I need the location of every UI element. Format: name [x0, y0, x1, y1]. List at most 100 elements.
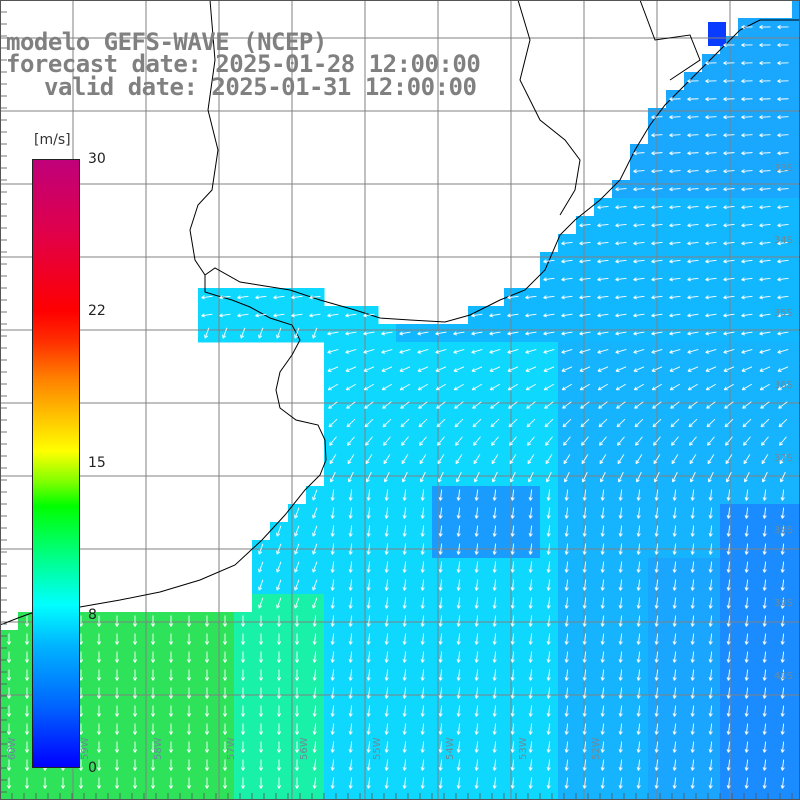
wind-cell: [792, 0, 800, 19]
wind-cell: [792, 450, 800, 469]
wind-cell: [576, 792, 595, 800]
wind-cell: [792, 18, 800, 37]
wind-cell: [792, 738, 800, 757]
wind-cell: [558, 792, 577, 800]
wind-cell: [180, 792, 199, 800]
wind-cell: [468, 792, 487, 800]
wind-cell: [792, 342, 800, 361]
wind-cell: [792, 432, 800, 451]
lon-label: 52W: [591, 737, 602, 760]
wind-cell: [792, 216, 800, 235]
wind-cell: [738, 792, 757, 800]
wind-cell: [792, 252, 800, 271]
wind-cell: [792, 684, 800, 703]
wind-cell: [792, 756, 800, 775]
wind-cell: [378, 792, 397, 800]
wind-cell: [792, 54, 800, 73]
wind-cell: [36, 792, 55, 800]
wind-cell: [720, 792, 739, 800]
wind-cell: [792, 72, 800, 91]
wind-cell: [792, 702, 800, 721]
wind-cell: [792, 126, 800, 145]
lon-label: 55W: [372, 737, 383, 760]
wind-cell: [324, 792, 343, 800]
lon-label: 59W: [80, 737, 91, 760]
wind-cell: [162, 792, 181, 800]
wind-cell: [792, 90, 800, 109]
lat-label: 38S: [774, 525, 793, 536]
wind-cell: [792, 180, 800, 199]
wind-cell: [666, 792, 685, 800]
wind-cell: [18, 792, 37, 800]
lon-label: 60W: [7, 737, 18, 760]
wind-cell: [432, 792, 451, 800]
wind-cell: [630, 792, 649, 800]
wind-cell: [540, 792, 559, 800]
wind-cell: [72, 792, 91, 800]
wind-cell: [144, 792, 163, 800]
lat-label: 34S: [774, 235, 793, 246]
wind-cell: [792, 594, 800, 613]
lon-label: 57W: [226, 737, 237, 760]
wind-cell: [684, 792, 703, 800]
wind-cell: [0, 792, 19, 800]
lat-label: 36S: [774, 380, 793, 391]
wind-cell: [792, 36, 800, 55]
wind-cell: [198, 792, 217, 800]
wind-cell: [414, 792, 433, 800]
lat-label: 39S: [774, 598, 793, 609]
wind-cell: [702, 792, 721, 800]
wind-cell: [792, 612, 800, 631]
wind-cell: [792, 378, 800, 397]
wind-cell: [486, 792, 505, 800]
wind-cell: [360, 792, 379, 800]
lat-label: 37S: [774, 453, 793, 464]
wind-cell: [252, 792, 271, 800]
wind-cell: [396, 792, 415, 800]
wind-cell: [792, 360, 800, 379]
wind-cell: [708, 22, 726, 46]
colorbar-unit-label: [m/s]: [34, 132, 71, 148]
wind-cell: [792, 792, 800, 800]
wind-cell: [450, 792, 469, 800]
wind-cell: [54, 792, 73, 800]
lon-label: 53W: [518, 737, 529, 760]
wind-cell: [792, 558, 800, 577]
wind-cell: [792, 234, 800, 253]
wind-cell: [792, 396, 800, 415]
wind-cell: [792, 648, 800, 667]
wind-cell: [792, 324, 800, 343]
wind-cell: [792, 486, 800, 505]
lon-label: 58W: [153, 737, 164, 760]
wind-cell: [792, 504, 800, 523]
lon-label: 56W: [299, 737, 310, 760]
wind-cell: [792, 720, 800, 739]
colorbar-tick-8: 8: [88, 607, 97, 623]
wind-cell: [108, 792, 127, 800]
wind-cell: [792, 468, 800, 487]
wind-cell: [792, 144, 800, 163]
wind-cell: [270, 792, 289, 800]
wind-cell: [792, 288, 800, 307]
lat-label: 40S: [774, 671, 793, 682]
wind-cell: [792, 774, 800, 793]
wind-cell: [342, 792, 361, 800]
lat-label: 33S: [774, 163, 793, 174]
wind-cell: [522, 792, 541, 800]
wind-cell: [792, 162, 800, 181]
valid-date: valid date: 2025-01-31 12:00:00: [44, 75, 476, 99]
lon-label: 54W: [445, 737, 456, 760]
wind-cell: [792, 270, 800, 289]
colorbar-tick-22: 22: [88, 303, 106, 319]
wind-cell: [90, 792, 109, 800]
wind-cell: [612, 792, 631, 800]
wind-cell: [504, 792, 523, 800]
wind-cell: [792, 666, 800, 685]
wind-cell: [288, 792, 307, 800]
colorbar-tick-15: 15: [88, 455, 106, 471]
wind-cell: [594, 792, 613, 800]
wind-cell: [792, 414, 800, 433]
wind-cell: [792, 198, 800, 217]
